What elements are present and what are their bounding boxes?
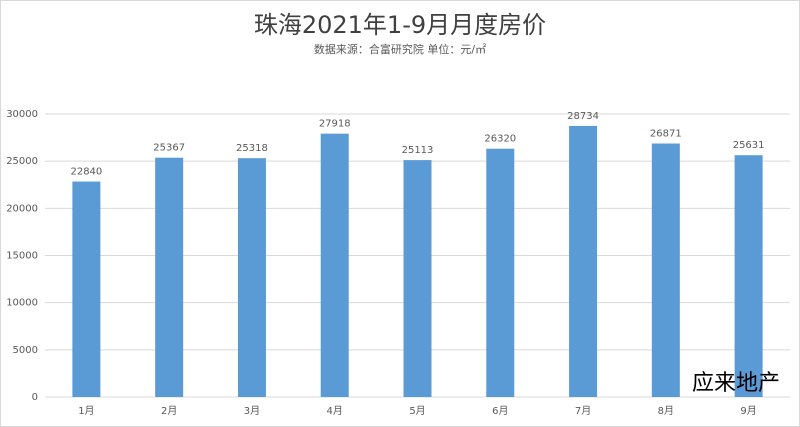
chart-title: 珠海2021年1-9月月度房价 (254, 11, 546, 39)
bar (569, 125, 598, 397)
data-label: 27918 (319, 119, 351, 130)
data-label: 22840 (70, 167, 102, 178)
bar (403, 160, 432, 397)
x-tick-label: 7月 (575, 405, 591, 417)
x-tick-label: 8月 (658, 405, 674, 417)
y-tick-label: 0 (32, 392, 38, 403)
data-label: 25318 (236, 143, 268, 154)
data-label: 28734 (567, 111, 599, 122)
x-tick-label: 3月 (244, 405, 260, 417)
bar (486, 148, 515, 397)
bar (155, 157, 184, 397)
x-tick-label: 1月 (78, 405, 94, 417)
y-tick-label: 30000 (6, 109, 38, 120)
data-label: 25113 (402, 145, 434, 156)
chart-subtitle: 数据来源：合富研究院 单位：元/㎡ (314, 42, 486, 56)
bar (651, 143, 680, 397)
bar (72, 181, 101, 397)
watermark: 应来地产 (692, 371, 780, 396)
data-label: 26871 (650, 129, 682, 140)
x-tick-label: 2月 (161, 405, 177, 417)
y-tick-label: 25000 (6, 156, 38, 167)
x-tick-label: 4月 (327, 405, 343, 417)
x-tick-label: 6月 (492, 405, 508, 417)
data-label: 25367 (153, 143, 185, 154)
y-tick-label: 10000 (6, 298, 38, 309)
x-tick-label: 5月 (409, 405, 425, 417)
y-tick-label: 15000 (6, 251, 38, 262)
y-tick-label: 20000 (6, 203, 38, 214)
bar (237, 158, 266, 397)
bar (320, 133, 349, 397)
x-tick-label: 9月 (740, 405, 756, 417)
y-tick-label: 5000 (13, 345, 38, 356)
data-label: 26320 (484, 134, 516, 145)
bar (734, 155, 763, 397)
data-label: 25631 (733, 140, 765, 151)
